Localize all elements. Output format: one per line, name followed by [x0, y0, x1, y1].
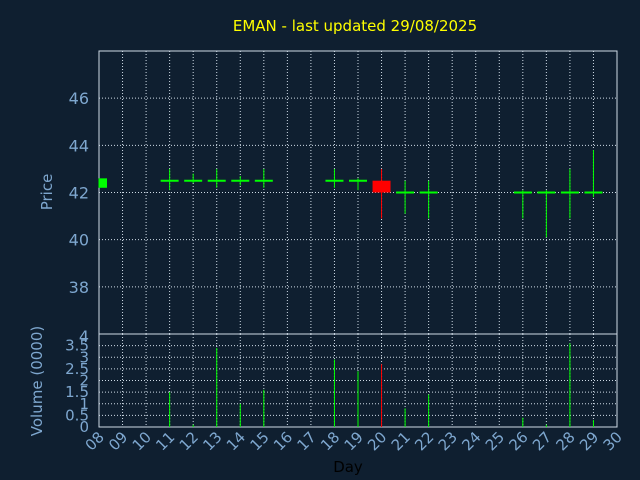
x-tick-label: 16 — [270, 428, 296, 454]
price-y-tick-label: 42 — [69, 184, 89, 203]
volume-bars — [169, 343, 594, 427]
candle-18 — [325, 168, 344, 188]
x-tick-label: 24 — [458, 428, 484, 454]
volume-y-tick-label: 2 — [79, 372, 89, 390]
candle-22 — [419, 180, 438, 219]
candle-20 — [372, 168, 391, 219]
price-y-ticks: 38 40 42 44 46 — [69, 89, 89, 297]
candle-26 — [513, 190, 532, 219]
x-tick-label: 17 — [294, 428, 320, 454]
candle-body — [99, 178, 107, 188]
x-axis-label: Day — [333, 458, 363, 476]
price-y-tick-label: 46 — [69, 89, 89, 108]
price-y-tick-label: 38 — [69, 278, 89, 297]
x-tick-label: 15 — [246, 428, 272, 454]
candle-14 — [231, 175, 250, 186]
candle-28 — [560, 168, 579, 219]
candle-11 — [160, 168, 179, 191]
price-axis-label: Price — [38, 174, 56, 211]
x-tick-label: 12 — [176, 428, 202, 454]
volume-y-tick-label: 1 — [79, 395, 89, 413]
x-tick-label: 25 — [482, 428, 508, 454]
x-tick-label: 27 — [529, 428, 555, 454]
x-tick-label: 10 — [129, 428, 155, 454]
volume-y-tick-label: 4 — [79, 327, 89, 346]
x-tick-label: 09 — [105, 428, 131, 454]
chart-title: EMAN - last updated 29/08/2025 — [233, 17, 477, 35]
x-tick-label: 22 — [411, 428, 437, 454]
x-tick-label: 19 — [341, 428, 367, 454]
x-tick-label: 28 — [553, 428, 579, 454]
x-tick-label: 13 — [199, 428, 225, 454]
volume-y-tick-label: 0 — [79, 418, 89, 436]
candle-15 — [254, 168, 273, 188]
x-tick-label: 23 — [435, 428, 461, 454]
volume-y-tick-label: 1.5 — [65, 383, 89, 401]
volume-axis-label: Volume (0000) — [28, 326, 46, 436]
candle-body — [372, 180, 391, 193]
candle-27 — [537, 190, 556, 238]
volume-y-tick-label: 3 — [79, 348, 89, 366]
x-tick-label: 14 — [223, 428, 249, 454]
x-tick-label: 18 — [317, 428, 343, 454]
candlesticks — [98, 150, 603, 238]
price-y-tick-label: 44 — [69, 136, 89, 155]
candle-12 — [184, 173, 203, 184]
x-tick-label: 21 — [388, 428, 414, 454]
x-tick-label: 26 — [505, 428, 531, 454]
x-tick-label: 11 — [152, 428, 178, 454]
x-ticks: 0809101112131415161718192021222324252627… — [82, 428, 626, 454]
price-y-tick-label: 40 — [69, 231, 89, 250]
x-tick-label: 20 — [364, 428, 390, 454]
x-tick-label: 29 — [576, 428, 602, 454]
candle-13 — [207, 168, 226, 188]
volume-y-ticks: 00.511.522.533.54 — [65, 327, 89, 436]
x-tick-label: 30 — [600, 428, 626, 454]
candle-21 — [396, 180, 415, 214]
candle-29 — [584, 150, 603, 198]
candle-08 — [98, 178, 107, 188]
volume-y-tick-label: 3.5 — [65, 337, 89, 355]
volume-y-tick-label: 2.5 — [65, 360, 89, 378]
candle-19 — [349, 178, 367, 191]
volume-y-tick-label: 0.5 — [65, 406, 89, 424]
